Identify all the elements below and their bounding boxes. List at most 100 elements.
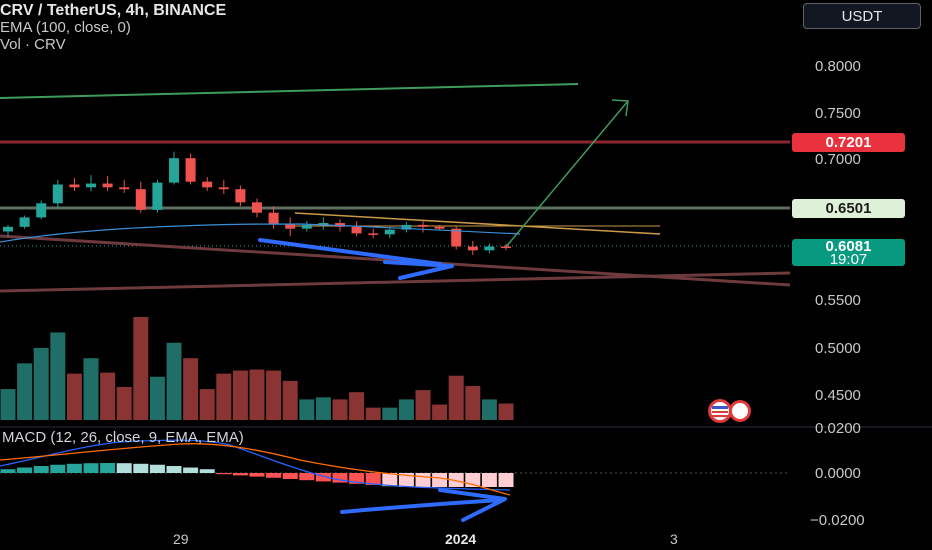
volume-bar <box>481 399 497 420</box>
blue-arrow-price-head <box>383 260 454 280</box>
volume-bar <box>282 380 298 420</box>
volume-bar <box>299 399 315 420</box>
time-label: 29 <box>173 531 189 547</box>
price-label: 0.4500 <box>815 387 861 404</box>
macd-histogram-bar <box>398 473 414 487</box>
volume-bar <box>365 407 381 420</box>
candle-body <box>86 183 96 188</box>
candle-body <box>384 229 395 235</box>
candle-body <box>119 187 130 190</box>
macd-histogram-bar <box>133 463 149 473</box>
macd-histogram-bar <box>166 466 182 473</box>
macd-line <box>0 439 511 491</box>
macd-axis-label: 0.0000 <box>815 465 861 482</box>
macd-histogram-bar <box>66 463 82 473</box>
candle-body <box>301 224 312 229</box>
volume-bar <box>415 390 431 420</box>
macd-histogram-bar <box>448 473 464 487</box>
volume-legend[interactable]: Vol · CRV <box>0 36 66 53</box>
candle-body <box>169 158 179 183</box>
candle-body <box>401 224 412 230</box>
candle-body <box>451 228 462 247</box>
volume-bar <box>498 403 514 420</box>
volume-bar <box>216 373 232 420</box>
candle-body <box>185 158 196 182</box>
candle-body <box>268 212 279 224</box>
volume-bar <box>83 358 99 420</box>
macd-histogram-bar <box>17 467 33 473</box>
price-label: 0.8000 <box>815 58 861 75</box>
volume-bar <box>100 372 116 420</box>
signal-line <box>0 443 511 496</box>
ema-legend[interactable]: EMA (100, close, 0) <box>0 19 131 36</box>
candle-body <box>152 182 163 210</box>
macd-histogram-bar <box>149 464 165 473</box>
macd-histogram <box>0 463 514 487</box>
volume-bar <box>66 373 82 420</box>
blue-arrow-price-line <box>258 238 442 266</box>
volume-bar <box>382 407 398 420</box>
candle-body <box>318 223 329 225</box>
candle-body <box>69 184 80 188</box>
us-flag-events-icon[interactable] <box>708 399 751 423</box>
price-label: 0.5500 <box>815 292 861 309</box>
candle-body <box>19 217 30 227</box>
ema-line <box>0 223 521 243</box>
target-arrow-line <box>504 100 629 249</box>
volume-bar <box>249 369 265 420</box>
macd-histogram-bar <box>382 473 398 487</box>
time-label: 3 <box>670 531 678 547</box>
macd-histogram-bar <box>332 473 348 483</box>
candle-body <box>418 224 428 227</box>
candle-body <box>218 187 229 190</box>
currency-button[interactable]: USDT <box>803 3 921 29</box>
price-label: 0.5000 <box>815 340 861 357</box>
macd-legend[interactable]: MACD (12, 26, close, 9, EMA, EMA) <box>2 429 244 446</box>
macd-histogram-bar <box>116 463 132 473</box>
macd-histogram-bar <box>349 473 365 484</box>
candle-body <box>285 223 296 229</box>
volume-bar <box>266 370 282 420</box>
macd-histogram-bar <box>299 473 315 481</box>
volume-bar <box>332 399 348 420</box>
macd-histogram-bar <box>183 467 199 473</box>
volume-bar <box>166 342 182 420</box>
blue-arrow-macd-line <box>340 498 502 514</box>
candle-body <box>135 189 146 210</box>
volume-bar <box>465 386 481 420</box>
candle-body <box>52 184 63 204</box>
macd-histogram-bar <box>83 463 99 473</box>
candle-body <box>467 246 478 251</box>
macd-histogram-bar <box>481 473 497 487</box>
candle-body <box>252 202 262 213</box>
macd-histogram-bar <box>33 466 49 473</box>
ascending-trend-line <box>0 271 791 293</box>
candle-body <box>202 181 213 188</box>
candle-body <box>484 246 495 251</box>
volume-bar <box>0 389 16 420</box>
macd-histogram-bar <box>315 473 331 482</box>
volume-bar <box>432 404 448 420</box>
last-price-tag: 0.6081 19:07 <box>792 239 905 267</box>
descending-trend-line <box>0 234 791 287</box>
candle-body <box>3 226 13 232</box>
macd-histogram-bar <box>216 473 232 475</box>
volume-bar <box>315 397 331 420</box>
volume-bar <box>17 363 33 420</box>
macd-histogram-bar <box>415 473 431 487</box>
candle-body <box>235 189 246 203</box>
volume-bars <box>0 317 514 420</box>
candle-body <box>335 223 345 227</box>
candle-body <box>36 203 47 218</box>
macd-axis-label: 0.0200 <box>815 420 861 437</box>
symbol-title[interactable]: CRV / TetherUS, 4h, BINANCE <box>0 2 227 19</box>
macd-histogram-bar <box>199 469 215 473</box>
price-label: 0.7000 <box>815 151 861 168</box>
macd-histogram-bar <box>498 473 514 487</box>
candle-body <box>351 226 362 234</box>
resistance-price-tag: 0.7201 <box>792 133 905 152</box>
target-arrow-head <box>611 99 629 117</box>
macd-histogram-bar <box>50 464 66 473</box>
volume-bar <box>149 376 165 420</box>
